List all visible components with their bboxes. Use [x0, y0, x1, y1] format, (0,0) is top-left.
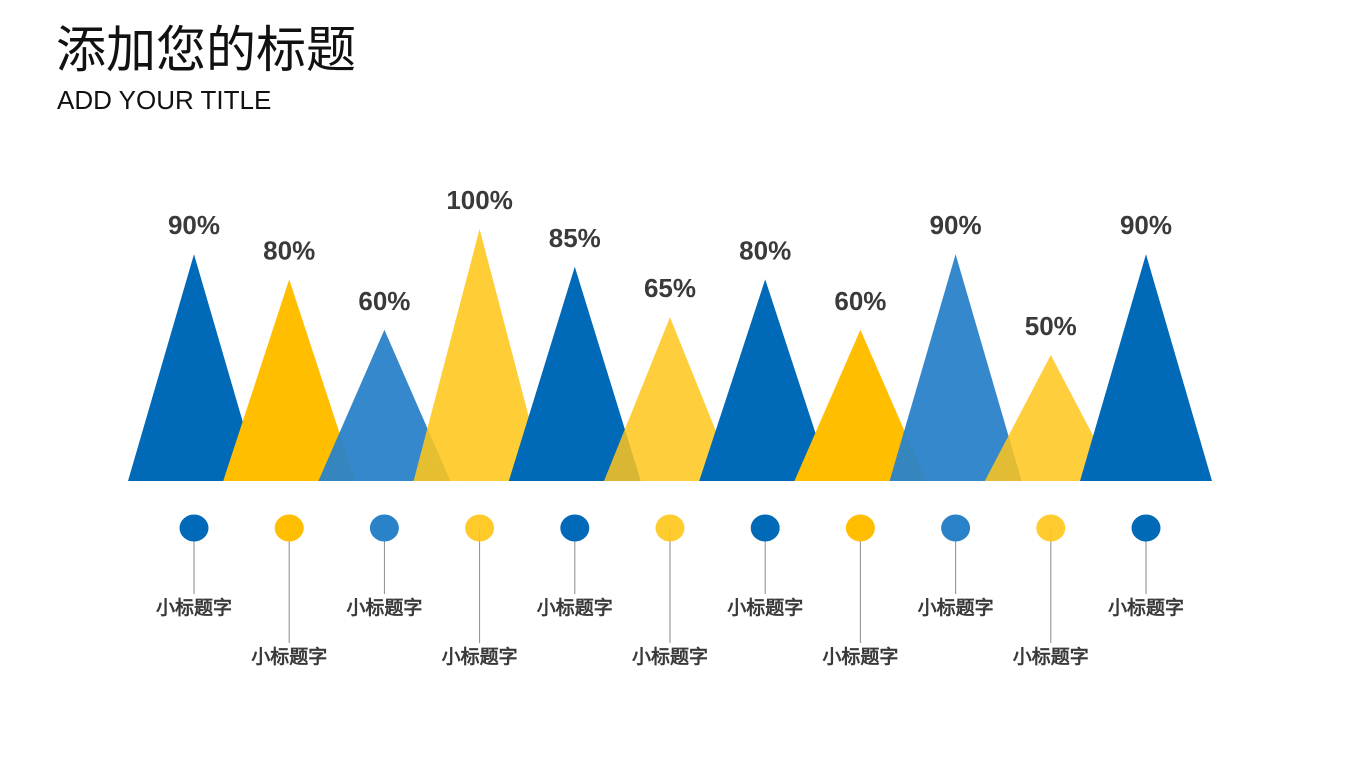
- category-label: 小标题字: [822, 645, 898, 668]
- triangle-bar: [604, 317, 736, 481]
- category-label: 小标题字: [346, 596, 422, 619]
- marker-dot: [274, 514, 304, 542]
- category-label: 小标题字: [1108, 596, 1184, 619]
- value-label: 80%: [739, 235, 791, 265]
- page-subtitle: ADD YOUR TITLE: [57, 85, 272, 115]
- category-label: 小标题字: [251, 645, 327, 668]
- value-label: 60%: [358, 286, 410, 316]
- triangle-bar: [508, 266, 641, 481]
- category-label: 小标题字: [727, 596, 803, 619]
- value-label: 90%: [168, 210, 220, 240]
- value-label: 50%: [1025, 311, 1077, 341]
- value-label: 60%: [834, 286, 886, 316]
- category-label: 小标题字: [537, 596, 613, 619]
- marker-dot: [369, 514, 399, 542]
- triangle-bar: [794, 329, 927, 481]
- marker-dot: [941, 514, 971, 542]
- value-label: 100%: [446, 185, 513, 215]
- value-label: 90%: [930, 210, 982, 240]
- triangle-bar: [413, 229, 546, 481]
- category-label: 小标题字: [442, 645, 518, 668]
- value-label: 90%: [1120, 210, 1172, 240]
- marker-dot: [1036, 514, 1066, 542]
- marker-dot: [750, 514, 780, 542]
- triangle-bar: [318, 329, 451, 481]
- triangle-bar: [1080, 254, 1212, 481]
- marker-dot: [465, 514, 495, 542]
- category-label: 小标题字: [632, 645, 708, 668]
- marker-dot: [845, 514, 875, 542]
- triangle-bar: [223, 279, 356, 481]
- category-label: 小标题字: [156, 596, 232, 619]
- marker-dot: [179, 514, 209, 542]
- category-label: 小标题字: [1013, 645, 1089, 668]
- value-label: 85%: [549, 223, 601, 253]
- value-label: 65%: [644, 273, 696, 303]
- triangle-bar: [699, 279, 832, 481]
- value-label: 80%: [263, 235, 315, 265]
- marker-dot: [655, 514, 685, 542]
- marker-dot: [1131, 514, 1161, 542]
- category-label: 小标题字: [918, 596, 994, 619]
- triangle-bar: [889, 254, 1022, 481]
- triangle-bar: [984, 355, 1117, 481]
- marker-dot: [560, 514, 590, 542]
- page-title: 添加您的标题: [56, 21, 356, 79]
- triangle-bar: [128, 254, 260, 481]
